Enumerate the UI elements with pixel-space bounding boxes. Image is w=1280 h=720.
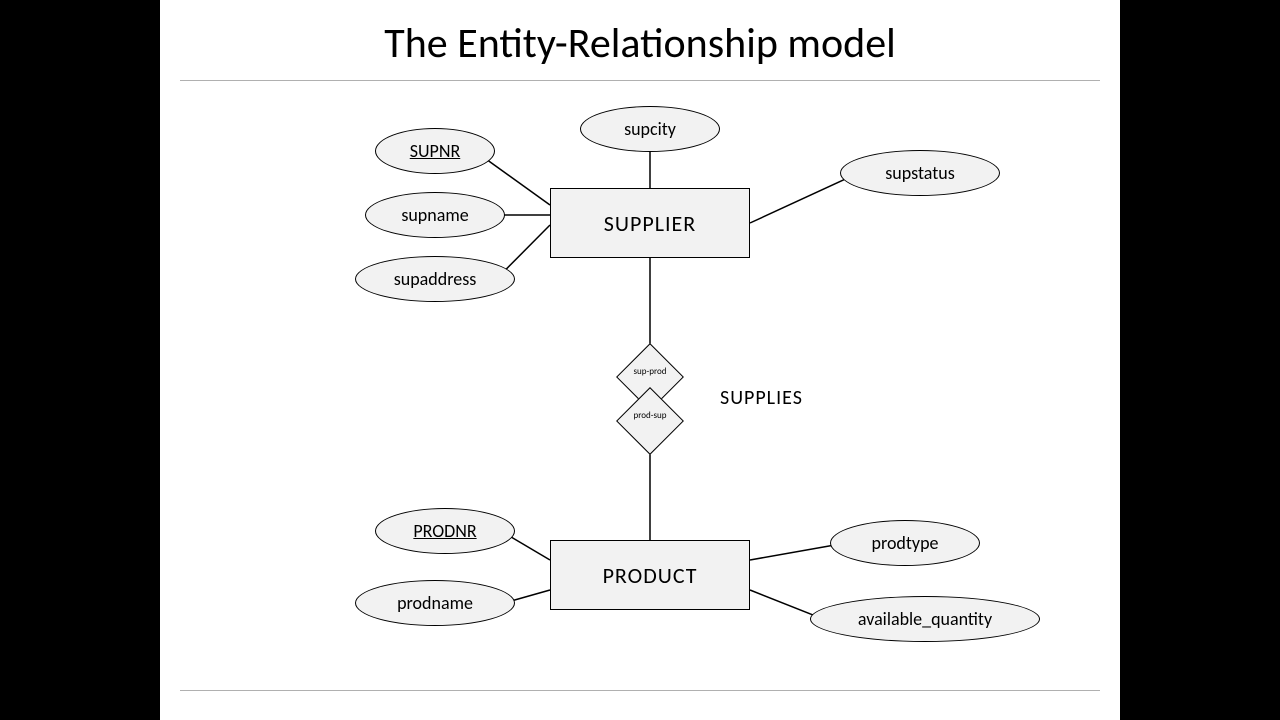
attribute-supstatus: supstatus — [840, 150, 1000, 196]
slide: The Entity-Relationship model SUPPLIERPR… — [160, 0, 1120, 720]
role-label-top: sup-prod — [616, 367, 684, 376]
role-label-bottom: prod-sup — [616, 411, 684, 420]
attribute-supnr: SUPNR — [375, 128, 495, 174]
attribute-supaddress: supaddress — [355, 256, 515, 302]
relationship-label: SUPPLIES — [720, 386, 803, 410]
attribute-avail_qty: available_quantity — [810, 596, 1040, 642]
attribute-prodname: prodname — [355, 580, 515, 626]
attribute-prodtype: prodtype — [830, 520, 980, 566]
attribute-supcity: supcity — [580, 106, 720, 152]
entity-supplier: SUPPLIER — [550, 188, 750, 258]
er-diagram: SUPPLIER PRODUCT SUPNR supname supaddress sup… — [160, 0, 1120, 720]
attribute-prodnr: PRODNR — [375, 508, 515, 554]
attribute-supname: supname — [365, 192, 505, 238]
entity-product: PRODUCT — [550, 540, 750, 610]
